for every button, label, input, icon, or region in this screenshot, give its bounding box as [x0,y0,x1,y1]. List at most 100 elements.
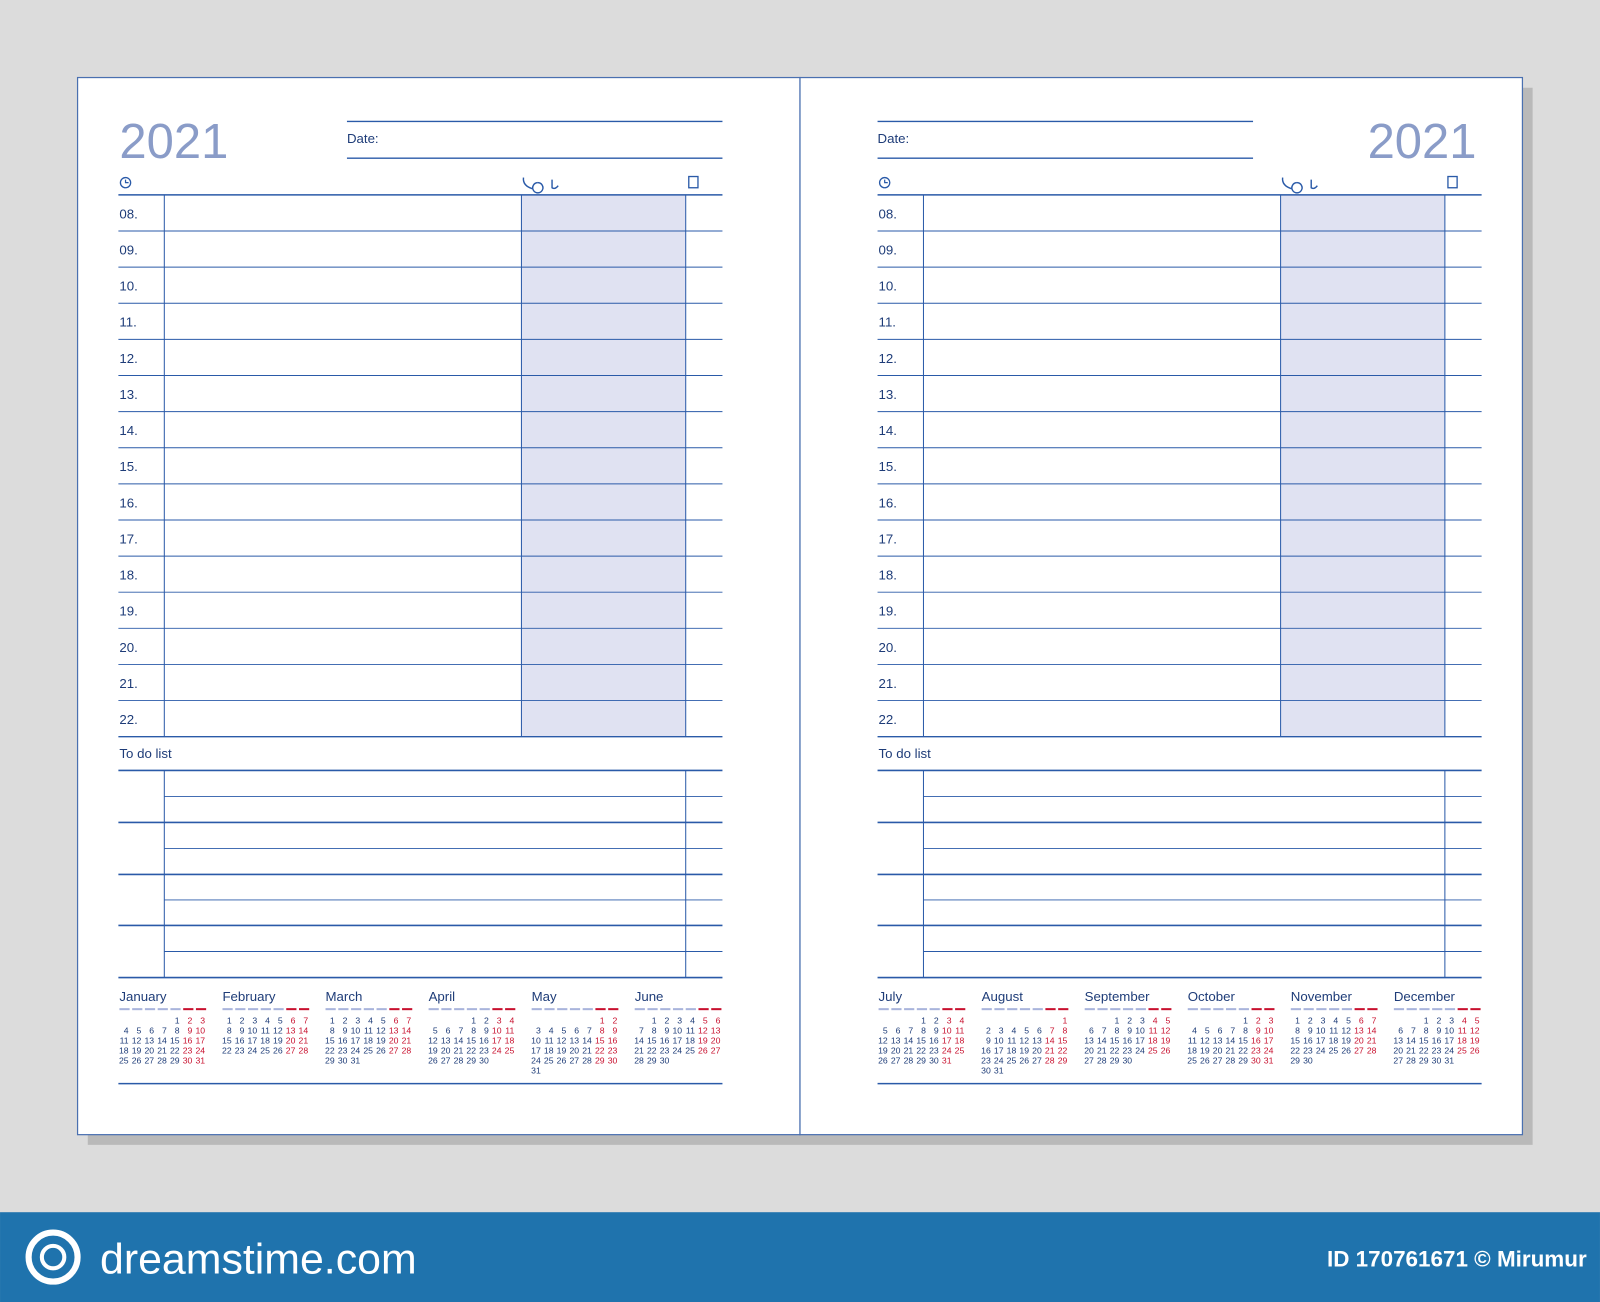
calendar-day: 21 [1045,1045,1055,1055]
calendar-day: 25 [955,1045,965,1055]
calendar-day: 17 [492,1035,502,1045]
hour-label: 10. [119,279,137,294]
calendar-day: 13 [1393,1035,1403,1045]
calendar-day: 5 [1205,1025,1210,1035]
calendar-day: 26 [878,1055,888,1065]
calendar-day: 16 [338,1035,348,1045]
calendar-day: 2 [986,1025,991,1035]
month-name: November [1291,989,1353,1004]
calendar-day: 2 [1436,1015,1441,1025]
calendar-day: 10 [531,1035,541,1045]
calendar-day: 13 [711,1025,721,1035]
calendar-day: 24 [195,1045,205,1055]
calendar-day: 21 [1406,1045,1416,1055]
calendar-day: 11 [686,1025,695,1035]
calendar-day: 14 [582,1035,592,1045]
calendar-day: 8 [652,1025,657,1035]
calendar-day: 8 [921,1025,926,1035]
calendar-day: 6 [716,1015,721,1025]
calendar-day: 14 [1367,1025,1377,1035]
calendar-day: 17 [1316,1035,1326,1045]
todo-label: To do list [879,746,932,761]
calendar-day: 14 [454,1035,464,1045]
calendar-day: 6 [896,1025,901,1035]
calendar-day: 23 [1122,1045,1132,1055]
calendar-day: 1 [175,1015,180,1025]
note-icon [1447,175,1458,189]
calendar-day: 20 [286,1035,296,1045]
calendar-day: 6 [1089,1025,1094,1035]
calendar-day: 21 [634,1045,644,1055]
calendar-day: 19 [698,1035,708,1045]
calendar-day: 23 [235,1045,245,1055]
calendar-day: 4 [549,1025,554,1035]
calendar-day: 25 [363,1045,373,1055]
calendar-day: 18 [1007,1045,1017,1055]
calendar-day: 13 [441,1035,451,1045]
calendar-day: 21 [582,1045,592,1055]
month-name: January [119,989,167,1004]
calendar-day: 3 [252,1015,257,1025]
calendar-day: 16 [1303,1035,1313,1045]
footer-band [0,1212,1600,1302]
footer-credit: ID 170761671 © Mirumur [1327,1246,1587,1271]
calendar-day: 18 [260,1035,270,1045]
calendar-day: 16 [183,1035,193,1045]
calendar-day: 19 [878,1045,888,1055]
calendar-day: 11 [1329,1025,1338,1035]
clock-icon [878,176,891,189]
shaded-column [1280,194,1445,737]
calendar-day: 28 [1226,1055,1236,1065]
calendar-day: 28 [157,1055,167,1065]
calendar-day: 15 [1419,1035,1429,1045]
hour-label: 13. [119,387,137,402]
hour-label: 10. [879,279,897,294]
calendar-day: 29 [1110,1055,1120,1065]
hour-label: 22. [119,712,137,727]
calendar-day: 17 [351,1035,361,1045]
calendar-day: 4 [1462,1015,1467,1025]
calendar-day: 7 [406,1015,411,1025]
calendar-day: 21 [1226,1045,1236,1055]
calendar-day: 13 [1084,1035,1094,1045]
calendar-day: 16 [1122,1035,1132,1045]
calendar-day: 24 [673,1045,683,1055]
hour-label: 21. [119,676,137,691]
calendar-day: 25 [544,1055,554,1065]
calendar-day: 24 [1316,1045,1326,1055]
calendar-day: 29 [595,1055,605,1065]
calendar-day: 20 [1354,1035,1364,1045]
calendar-day: 27 [1354,1045,1364,1055]
clock-icon [119,176,132,189]
hour-label: 19. [119,604,137,619]
clock-hand [884,179,888,184]
calendar-day: 12 [132,1035,142,1045]
calendar-day: 15 [466,1035,476,1045]
calendar-day: 28 [1097,1055,1107,1065]
calendar-day: 12 [273,1025,283,1035]
calendar-day: 5 [703,1015,708,1025]
calendar-day: 9 [665,1025,670,1035]
calendar-day: 24 [1444,1045,1454,1055]
calendar-day: 3 [497,1015,502,1025]
hour-label: 17. [879,531,897,546]
calendar-day: 6 [1398,1025,1403,1035]
calendar-day: 30 [338,1055,348,1065]
month-name: April [429,989,456,1004]
hour-label: 09. [879,242,897,257]
calendar-day: 1 [330,1015,335,1025]
calendar-day: 30 [929,1055,939,1065]
calendar-day: 10 [195,1025,205,1035]
calendar-day: 3 [1269,1015,1274,1025]
calendar-day: 19 [1200,1045,1210,1055]
calendar-day: 19 [1470,1035,1480,1045]
calendar-day: 19 [273,1035,283,1045]
hour-label: 09. [119,242,137,257]
calendar-day: 3 [999,1025,1004,1035]
calendar-day: 15 [1290,1035,1300,1045]
calendar-day: 29 [170,1055,180,1065]
calendar-day: 23 [660,1045,670,1055]
calendar-day: 23 [479,1045,489,1055]
calendar-day: 22 [325,1045,335,1055]
